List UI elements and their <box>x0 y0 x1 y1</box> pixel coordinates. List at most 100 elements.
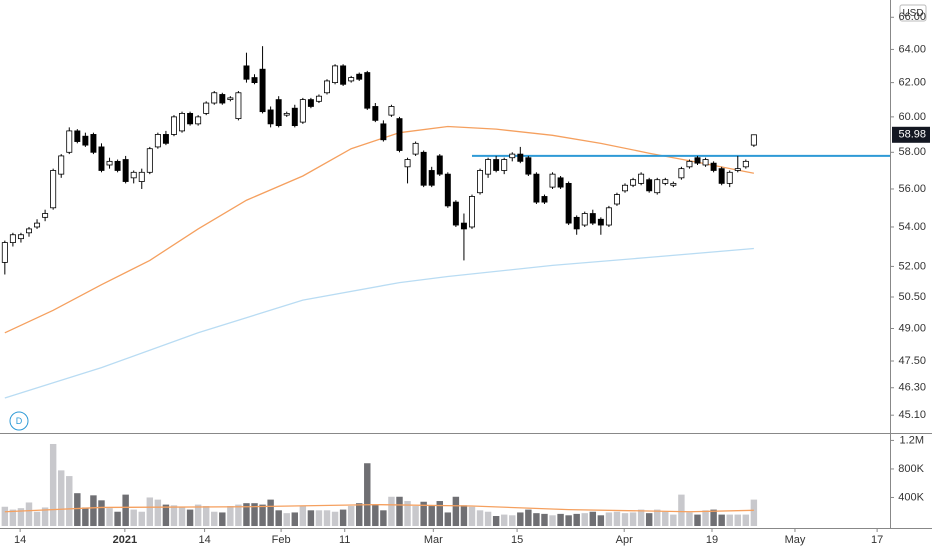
candle-body <box>170 116 177 135</box>
volume-bar <box>178 507 186 526</box>
candle-body <box>726 171 733 184</box>
candle-body <box>622 184 628 192</box>
candle-body <box>565 182 572 224</box>
volume-bar <box>98 500 105 526</box>
candle-body <box>9 234 16 243</box>
candle-body <box>750 134 757 146</box>
interval-badge[interactable] <box>9 411 29 431</box>
volume-ma-line <box>4 503 754 513</box>
candle-body <box>670 182 677 186</box>
moving-average-line <box>4 247 754 399</box>
volume-bar <box>41 507 49 526</box>
volume-bar <box>82 507 89 526</box>
candle-body <box>26 228 32 234</box>
candle-body <box>66 130 73 153</box>
candle-body <box>340 65 347 85</box>
candle-body <box>307 99 314 107</box>
candle-body <box>638 173 645 184</box>
x-tick-label: 2021 <box>113 534 137 546</box>
candle-body <box>138 171 145 182</box>
candle-body <box>90 134 97 153</box>
volume-bar <box>154 499 162 526</box>
currency-badge[interactable] <box>899 4 927 22</box>
candle-body <box>573 216 580 230</box>
volume-bar <box>549 515 556 526</box>
volume-bar <box>347 506 355 526</box>
volume-bar <box>138 511 145 526</box>
volume-bar <box>444 512 452 526</box>
candle-body <box>678 168 685 179</box>
candle-body <box>428 170 435 186</box>
volume-bar <box>420 501 427 526</box>
volume-bar <box>726 514 733 526</box>
candle-body <box>130 171 137 179</box>
candle-body <box>219 94 226 104</box>
volume-bar <box>428 506 435 526</box>
volume-bar <box>17 508 25 526</box>
volume-bar <box>404 501 411 526</box>
volume-bar <box>25 502 33 526</box>
candle-body <box>146 148 153 173</box>
volume-bar <box>388 496 395 526</box>
volume-bar <box>49 443 57 526</box>
volume-bar <box>541 513 548 526</box>
candle-body <box>662 179 669 184</box>
volume-bar <box>710 509 717 526</box>
candle-body <box>283 112 290 116</box>
x-tick-label: May <box>785 534 806 546</box>
candle-body <box>243 65 250 80</box>
x-tick-label: 17 <box>871 534 883 546</box>
candle-body <box>654 179 661 194</box>
volume-bar <box>517 512 524 526</box>
x-tick-label: 19 <box>706 534 718 546</box>
volume-bar <box>251 503 258 526</box>
candle-body <box>299 99 306 123</box>
volume-bar <box>742 514 750 526</box>
last-price-label: 58.98 <box>898 129 926 141</box>
x-tick-label: Mar <box>424 534 443 546</box>
volume-bar <box>33 511 41 526</box>
volume-bar <box>476 510 484 526</box>
volume-bar <box>380 510 387 526</box>
volume-bar <box>654 509 661 526</box>
x-tick-label: 11 <box>339 534 350 546</box>
candle-body <box>195 116 202 125</box>
candle-body <box>396 118 403 151</box>
candle-body <box>380 123 387 141</box>
candle-body <box>17 234 24 240</box>
candle-body <box>493 159 500 171</box>
volume-bar <box>670 514 677 526</box>
candle-body <box>541 196 548 203</box>
candle-body <box>179 112 186 132</box>
candle-body <box>404 159 411 168</box>
candle-body <box>203 102 210 114</box>
y-tick-label: 45.10 <box>898 409 926 421</box>
candle-body <box>388 106 395 116</box>
volume-bar <box>621 513 629 526</box>
y-tick-label: 66.00 <box>898 11 926 23</box>
volume-bar <box>645 513 653 526</box>
candle-body <box>251 77 258 84</box>
volume-bar <box>283 513 290 526</box>
volume-bar <box>678 494 685 526</box>
volume-bar <box>57 470 65 526</box>
candle-body <box>718 168 725 184</box>
candle-body <box>211 92 218 104</box>
volume-bar <box>734 514 741 526</box>
volume-bar <box>243 503 250 526</box>
candle-body <box>267 109 274 125</box>
volume-bar <box>170 505 178 526</box>
volume-bar <box>194 504 202 526</box>
volume-bar <box>565 515 572 526</box>
candle-body <box>34 222 41 228</box>
volume-bar <box>307 510 315 526</box>
y-tick-label: 64.00 <box>898 43 926 55</box>
candle-body <box>122 159 129 182</box>
candle-body <box>372 106 379 121</box>
candle-body <box>187 112 194 125</box>
volume-bar <box>686 512 693 526</box>
candle-body <box>533 173 540 203</box>
candle-body <box>74 130 81 142</box>
candle-body <box>291 107 298 127</box>
